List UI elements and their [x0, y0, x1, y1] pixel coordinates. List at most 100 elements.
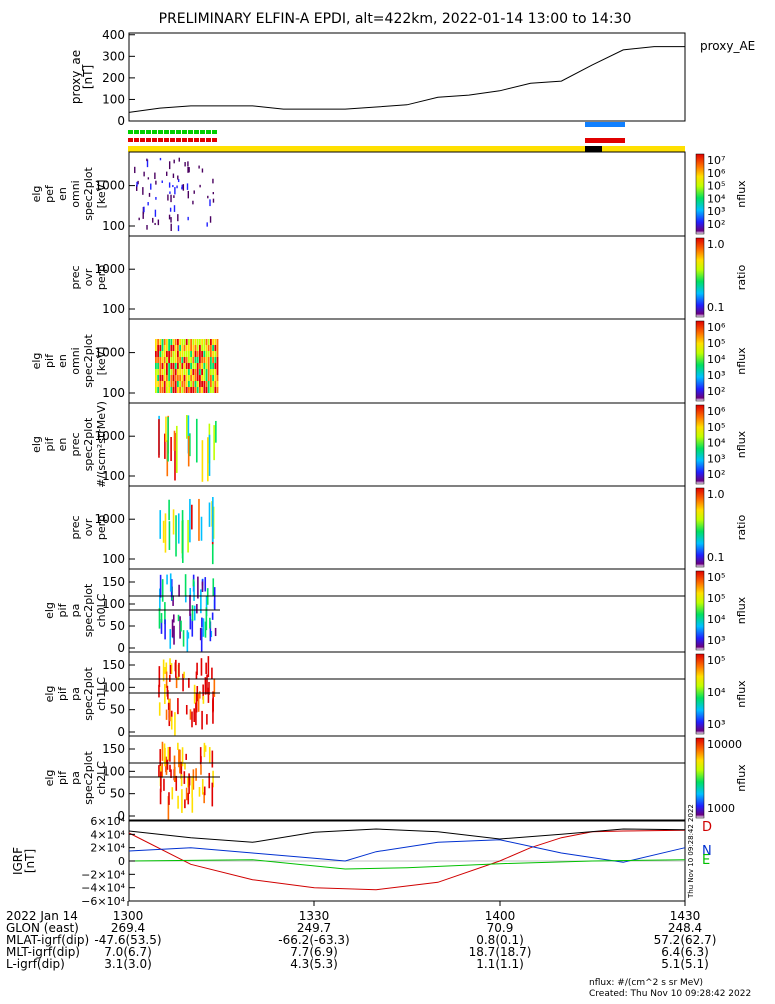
colorbar-tick-label: 10000 [707, 738, 742, 751]
spectrogram-pixel [168, 357, 170, 363]
spectrogram-pixel [203, 387, 206, 393]
ytick-label: 1000 [94, 429, 125, 443]
spectrogram-pixel [194, 345, 197, 351]
spectrogram-pixel [189, 587, 192, 597]
colorbar-label: nflux [735, 680, 748, 708]
ephemeris-cell: 249.7 [297, 921, 331, 935]
spectrogram-pixel [179, 339, 181, 345]
ephemeris-cell: 6.4(6.3) [661, 945, 709, 959]
colorbar-tick-label: 0.1 [707, 301, 725, 314]
igrf-ylabel: IGRF[nT] [11, 847, 37, 875]
ae-ytick-label: 100 [102, 92, 125, 106]
spectrogram-pixel [179, 345, 181, 351]
spectrogram-pixel [216, 357, 219, 363]
spectrogram-pixel [185, 363, 188, 369]
spectrogram-pixel [210, 351, 212, 357]
spectrogram-pixel [155, 339, 157, 345]
igrf-ylabel-line: [nT] [23, 849, 37, 873]
spectrogram-pixel [158, 607, 161, 629]
spectrogram-pixel [193, 581, 195, 601]
spectrogram-pixel [212, 578, 215, 596]
spectrogram-pixel [158, 702, 161, 716]
spectrogram-pixel [177, 363, 179, 369]
spectrogram-pixel [207, 339, 210, 345]
spectrogram-pixel [177, 179, 180, 183]
spectrogram-pixel [166, 375, 168, 381]
spectrogram-pixel [168, 387, 170, 393]
spectrogram-pixel [201, 357, 203, 363]
spectrogram-pixel [161, 387, 164, 393]
spectrogram-pixel [214, 375, 217, 381]
spectrogram-pixel [179, 369, 181, 375]
spectrogram-pixel [184, 799, 186, 809]
spectrogram-pixel [216, 387, 219, 393]
spectrogram-pixel [181, 375, 184, 381]
spectrogram-pixel [210, 381, 212, 387]
spectrogram-pixel [168, 381, 170, 387]
ephemeris-cell: 7.7(6.9) [290, 945, 338, 959]
colorbar-tick-label: 1.0 [707, 238, 725, 251]
spectrogram-pixel [172, 375, 175, 381]
spectrogram-pixel [210, 345, 212, 351]
spectrogram-pixel [194, 339, 197, 345]
colorbar-tick-label: 10⁴ [707, 613, 726, 626]
colorbar-label: nflux [735, 764, 748, 792]
spectrogram-pixel [172, 363, 175, 369]
spectrogram-pixel [192, 363, 195, 369]
spectrogram-pixel [184, 162, 186, 167]
ae-ylabel-line: proxy_ae [69, 50, 83, 104]
igrf-ytick-label: 2×10⁴ [90, 842, 125, 855]
spectrogram-pixel [207, 357, 210, 363]
spectrogram-pixel [168, 792, 170, 805]
spectrogram-pixel [196, 662, 198, 675]
spectrogram-pixel [166, 345, 168, 351]
spectrogram-pixel [203, 363, 206, 369]
spectrogram-pixel [201, 375, 203, 381]
spectrogram-pixel [161, 363, 164, 369]
spectrogram-pixel [210, 363, 212, 369]
igrf-ylabel-line: IGRF [11, 847, 25, 875]
blue-status-bar [585, 122, 625, 127]
spectrogram-pixel [204, 677, 207, 695]
spectrogram-data [158, 573, 217, 653]
spectrogram-pixel [195, 692, 198, 713]
ytick-label: 0 [117, 809, 125, 823]
green-status-segment [146, 130, 151, 134]
spectrogram-pixel [163, 387, 166, 393]
spectrogram-pixel [181, 184, 183, 189]
spectrogram-pixel [159, 749, 162, 766]
spectrogram-pixel [196, 363, 199, 369]
spectrogram-pixel [173, 195, 175, 198]
ephemeris-row-label: MLAT-igrf(dip) [6, 933, 89, 947]
spectrogram-pixel [199, 345, 201, 351]
spectrogram-pixel [212, 357, 214, 363]
spectrogram-pixel [148, 192, 151, 197]
spectrogram-pixel [191, 797, 194, 813]
red-status-segment [170, 138, 175, 142]
spectrogram-pixel [154, 222, 156, 225]
spectrogram-pixel [212, 381, 214, 387]
ephemeris-cell: 3.1(3.0) [104, 957, 152, 971]
spectrogram-pixel [199, 363, 201, 369]
panel-ylabel-line: elg [30, 186, 43, 203]
spectrogram-pixel [190, 357, 192, 363]
spectrogram-pixel [179, 351, 181, 357]
spectrogram-pixel [183, 671, 185, 679]
ephemeris-cell: -47.6(53.5) [94, 933, 161, 947]
spectrogram-pixel [158, 684, 160, 698]
ytick-label: 100 [102, 764, 125, 778]
colorbar-tick-label: 10⁵ [707, 180, 725, 193]
red-status-bar [128, 138, 217, 142]
spectrogram-pixel [155, 351, 157, 357]
spectrogram-pixel [181, 510, 184, 559]
colorbar [695, 570, 705, 651]
panel-ylabel-line: elg [30, 353, 43, 370]
spectrogram-pixel [201, 617, 203, 628]
spectrogram-pixel [155, 375, 157, 381]
spectrogram-pixel [177, 339, 179, 345]
spectrogram-pixel [161, 339, 164, 345]
spectrogram-pixel [212, 345, 214, 351]
spectrogram-pixel [185, 345, 188, 351]
spectrogram-pixel [203, 351, 206, 357]
panel-ylabel-line: #/(scm²strMeV) [95, 401, 108, 488]
